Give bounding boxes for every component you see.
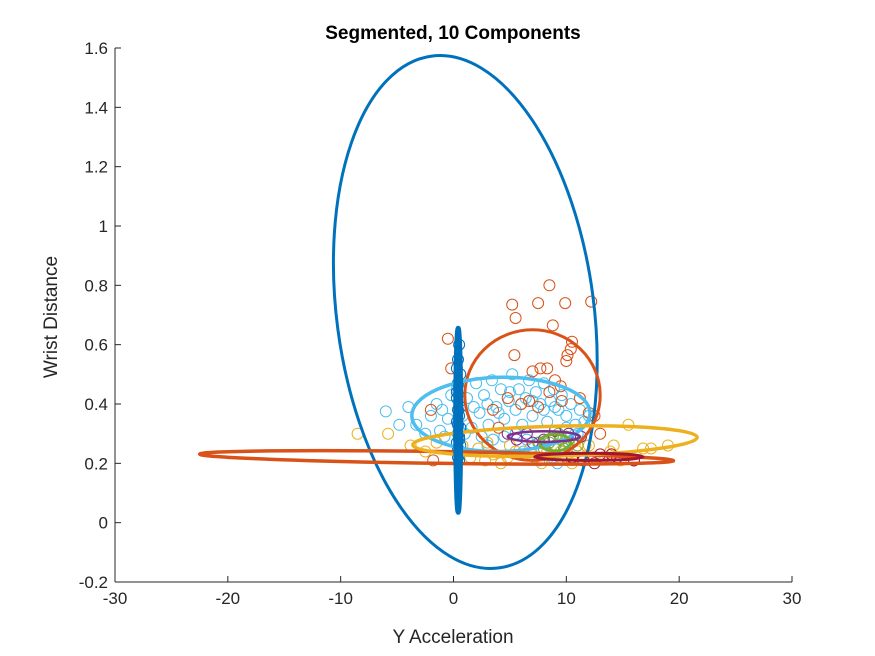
data-point xyxy=(441,332,454,345)
x-tick-label: 20 xyxy=(670,589,689,608)
y-tick-label: 0.2 xyxy=(84,454,108,473)
data-point xyxy=(487,403,499,416)
data-point xyxy=(501,392,514,405)
data-point xyxy=(467,401,480,413)
data-point xyxy=(526,365,539,378)
ellipse-darkred xyxy=(533,451,645,462)
y-axis-label: Wrist Distance xyxy=(41,256,62,378)
data-point xyxy=(566,335,578,348)
axes: -30 -20 -10 0 10 20 30 -0.2 0 0.2 0.4 0.6 0.8 1 1.2 1.4… xyxy=(79,39,802,608)
chart-title: Segmented, 10 Components xyxy=(325,23,581,44)
data-point xyxy=(492,406,505,419)
data-point xyxy=(552,403,565,416)
data-point xyxy=(515,398,528,410)
y-tick-label: 0 xyxy=(99,514,108,533)
data-point xyxy=(529,386,542,399)
data-point xyxy=(594,427,607,440)
ellipse-blue xyxy=(331,54,599,570)
data-point xyxy=(585,295,598,308)
data-point xyxy=(573,403,586,416)
data-point xyxy=(424,403,437,416)
x-axis-label: Y Acceleration xyxy=(392,627,513,648)
data-point xyxy=(555,395,568,407)
ellipse-blue xyxy=(455,337,462,442)
data-point xyxy=(564,398,577,410)
x-tick-label: 0 xyxy=(449,589,458,608)
data-point xyxy=(427,454,440,467)
data-point xyxy=(571,439,584,452)
data-point xyxy=(523,395,536,407)
data-point xyxy=(490,401,503,413)
data-point xyxy=(534,362,547,375)
y-tick-label: 1.6 xyxy=(84,39,108,58)
x-tick-label: -10 xyxy=(328,589,353,608)
data-point xyxy=(478,389,490,402)
data-point xyxy=(473,406,486,419)
data-point xyxy=(543,386,556,399)
data-point xyxy=(554,380,567,393)
data-point xyxy=(549,401,561,413)
data-point xyxy=(506,298,519,311)
data-point xyxy=(481,436,494,449)
plot-area xyxy=(197,54,699,570)
data-point xyxy=(379,405,392,418)
ellipse-purple xyxy=(506,430,582,444)
x-tick-label: -20 xyxy=(216,589,241,608)
y-tick-label: 1 xyxy=(99,217,108,236)
y-tick-label: 0.6 xyxy=(84,336,108,355)
data-point xyxy=(512,383,525,396)
data-point xyxy=(564,343,577,356)
data-point xyxy=(485,374,498,387)
data-point xyxy=(498,430,511,443)
data-point xyxy=(537,403,550,416)
x-tick-label: 30 xyxy=(783,589,802,608)
x-tick-label: -30 xyxy=(103,589,128,608)
data-point xyxy=(393,418,406,431)
data-point xyxy=(559,297,572,310)
data-point xyxy=(555,389,568,402)
data-point xyxy=(410,418,423,431)
data-point xyxy=(506,368,519,381)
data-point xyxy=(607,439,620,452)
y-tick-label: 1.2 xyxy=(84,158,108,177)
data-point xyxy=(561,349,574,362)
data-point xyxy=(541,362,554,375)
y-tick-label: -0.2 xyxy=(79,573,108,592)
data-point xyxy=(543,279,556,292)
data-point xyxy=(503,386,516,399)
data-point xyxy=(560,409,573,422)
y-tick-label: 0.4 xyxy=(84,395,108,414)
data-point xyxy=(509,312,522,324)
y-tick-label: 1.4 xyxy=(84,98,108,117)
data-point xyxy=(560,355,573,367)
data-point xyxy=(508,349,521,362)
data-point xyxy=(532,297,545,310)
data-point xyxy=(573,392,586,405)
y-tick-label: 0.8 xyxy=(84,276,108,295)
data-point xyxy=(546,319,559,332)
data-point xyxy=(494,383,507,396)
x-tick-label: 10 xyxy=(557,589,576,608)
data-point xyxy=(532,401,545,413)
data-point xyxy=(526,409,539,422)
ellipse-yellow xyxy=(411,424,699,459)
data-point xyxy=(424,409,437,422)
ellipse-orange xyxy=(463,328,602,462)
data-point xyxy=(382,427,395,440)
